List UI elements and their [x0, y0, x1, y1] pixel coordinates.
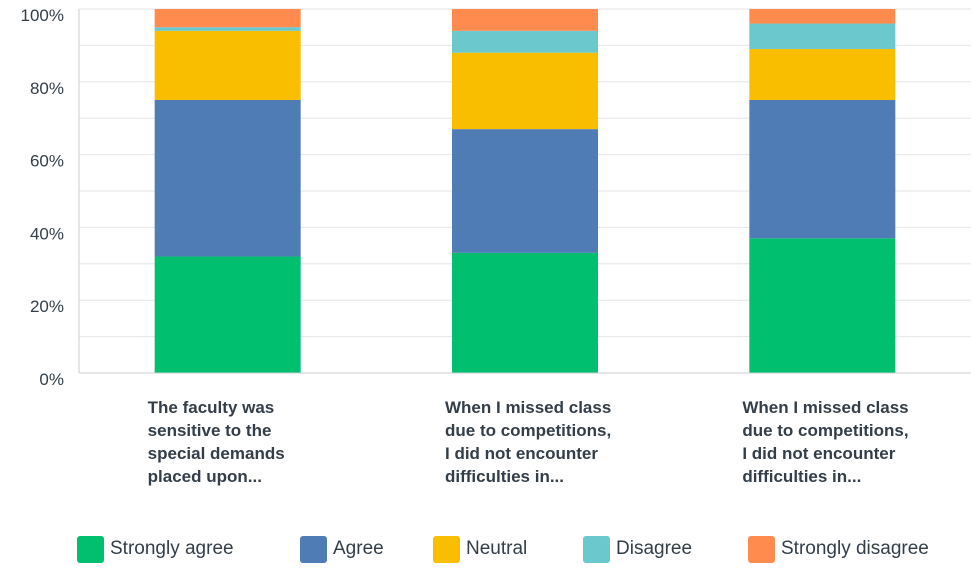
legend-label: Strongly disagree: [781, 538, 929, 559]
bar-segment-strongly-disagree: [749, 9, 896, 24]
x-tick-label-line: due to competitions,: [742, 421, 909, 440]
legend-item: Strongly agree: [77, 534, 234, 564]
legend-label: Strongly agree: [110, 538, 234, 559]
y-tick-label: 40%: [30, 224, 64, 243]
legend-swatch: [300, 535, 327, 563]
x-tick-label-line: placed upon...: [147, 467, 262, 486]
bar-segment-strongly-agree: [452, 252, 598, 373]
bar-segment-agree: [749, 100, 896, 239]
bar-segment-disagree: [749, 23, 896, 50]
bar-segment-disagree: [452, 30, 598, 53]
bar-segment-agree: [154, 100, 301, 257]
legend-swatch: [748, 535, 775, 563]
y-tick-label: 80%: [30, 79, 64, 98]
y-axis: 0% 20% 40% 60% 80% 100%: [21, 6, 971, 389]
legend-label: Agree: [333, 538, 384, 559]
x-tick-label-line: I did not encounter: [742, 444, 896, 463]
x-tick-label-line: difficulties in...: [742, 467, 862, 486]
x-tick-label-line: difficulties in...: [445, 467, 565, 486]
bar-segment-strongly-disagree: [154, 9, 301, 28]
bar-segment-strongly-agree: [154, 256, 301, 373]
legend-swatch: [77, 535, 104, 563]
x-tick-label: The faculty was sensitive to the special d…: [148, 396, 323, 488]
x-tick-label-line: sensitive to the: [147, 421, 272, 440]
x-tick-label-line: When I missed class: [445, 398, 612, 417]
bars: [154, 9, 896, 373]
x-tick-label-line: due to competitions,: [445, 421, 612, 440]
legend-swatch: [583, 535, 610, 563]
bar-segment-neutral: [452, 52, 598, 130]
bar-segment-strongly-disagree: [452, 9, 598, 31]
legend-swatch: [433, 535, 460, 563]
legend-item: Agree: [300, 534, 384, 564]
legend-item: Neutral: [433, 534, 527, 564]
y-tick-label: 100%: [21, 6, 64, 25]
bar-segment-strongly-agree: [749, 238, 896, 373]
x-tick-label-line: The faculty was: [147, 398, 275, 417]
y-tick-label: 60%: [30, 152, 64, 171]
x-tick-label-line: special demands: [147, 444, 285, 463]
bar-segment-agree: [452, 129, 598, 253]
legend-item: Strongly disagree: [748, 534, 929, 564]
y-tick-label: 20%: [30, 297, 64, 316]
x-tick-label: When I missed class due to competitions, I…: [742, 396, 917, 488]
legend: Strongly agree Agree Neutral Disagree Strong…: [0, 534, 971, 564]
bar-segment-neutral: [154, 30, 301, 101]
y-tick-label: 0%: [39, 370, 64, 389]
x-tick-label-line: When I missed class: [742, 398, 909, 417]
x-tick-label-line: I did not encounter: [445, 444, 598, 463]
bar-segment-neutral: [749, 49, 896, 100]
legend-item: Disagree: [583, 534, 692, 564]
x-tick-label: When I missed class due to competitions, I…: [445, 396, 620, 488]
legend-label: Disagree: [616, 538, 693, 559]
bar-segment-disagree: [154, 27, 301, 31]
legend-label: Neutral: [466, 538, 528, 559]
